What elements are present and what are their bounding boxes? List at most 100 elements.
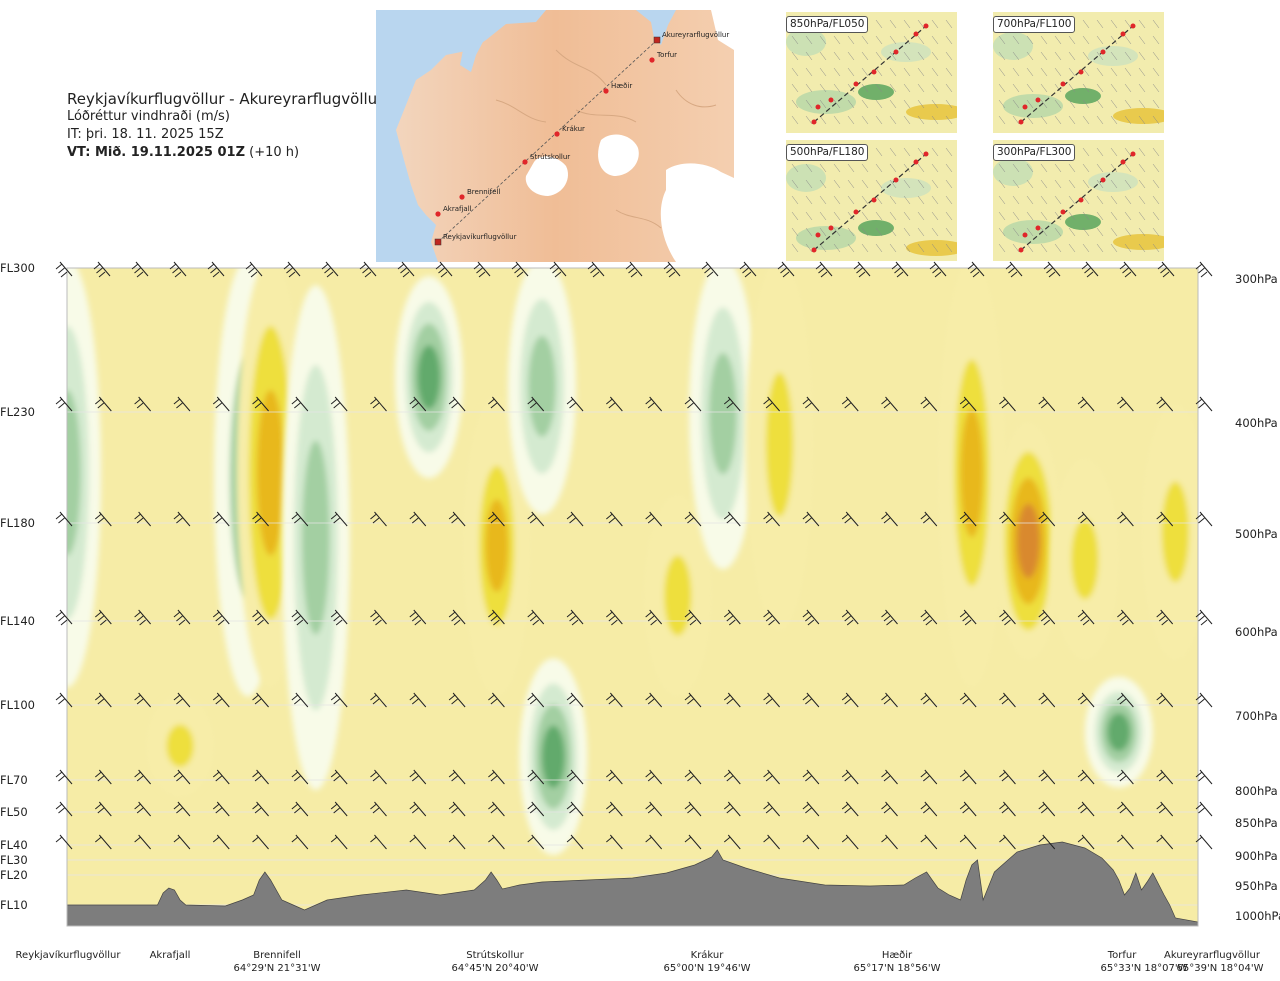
wind-barb — [409, 801, 427, 817]
panel-waypoint — [1120, 31, 1126, 37]
panel-barb — [1152, 243, 1160, 253]
panel-barb — [1138, 227, 1146, 237]
wind-barb — [881, 511, 898, 527]
panel-barb — [1096, 19, 1104, 29]
wind-barb — [802, 769, 820, 785]
panel-barb — [931, 195, 939, 205]
panel-barb — [1152, 195, 1160, 205]
wind-barb — [802, 511, 820, 527]
panel-barb — [917, 163, 925, 173]
wind-barb — [245, 261, 263, 278]
panel-barb — [998, 99, 1006, 109]
panel-barb — [1054, 115, 1062, 125]
panel-barb — [1068, 67, 1076, 77]
wind-barb — [1156, 511, 1174, 527]
wind-barb — [967, 261, 985, 278]
panel-barb — [1110, 19, 1118, 29]
panel-barb — [931, 35, 939, 45]
wind-barb — [920, 511, 938, 527]
hpa-label: 950hPa — [1235, 879, 1278, 893]
panel-barb — [805, 163, 813, 173]
wind-barb — [330, 396, 348, 412]
panel-barb — [1026, 51, 1034, 61]
panel-barb — [1068, 163, 1076, 173]
wind-barb — [606, 801, 623, 817]
wind-barb — [409, 511, 427, 527]
panel-barb — [833, 35, 841, 45]
panel-barb — [833, 211, 841, 221]
map-waypoint-label: Hæðir — [611, 82, 632, 90]
panel-route-line — [813, 25, 927, 123]
panel-barb — [998, 163, 1006, 173]
vv-column — [994, 421, 1063, 661]
terrain-profile — [66, 841, 1199, 927]
panel-barb — [847, 115, 855, 125]
panel-barb — [1054, 211, 1062, 221]
wind-barb — [488, 801, 505, 817]
wind-barb — [841, 801, 859, 817]
panel-waypoint — [1035, 225, 1041, 231]
map-waypoint-marker — [649, 57, 655, 63]
wind-barb — [1081, 261, 1099, 278]
wind-barb — [252, 769, 269, 785]
wind-barb — [891, 261, 909, 278]
panel-waypoint — [893, 49, 899, 55]
wind-barb — [645, 692, 663, 708]
panel-barb — [1068, 195, 1076, 205]
panel-barb — [819, 179, 827, 189]
panel-barb — [819, 35, 827, 45]
wind-barb — [606, 511, 623, 527]
panel-barb — [791, 243, 799, 253]
panel-barb — [1096, 115, 1104, 125]
wind-barb — [527, 511, 545, 527]
panel-barb — [903, 147, 911, 157]
panel-field — [1003, 94, 1063, 118]
wind-barb — [1156, 801, 1174, 817]
wind-barb — [959, 834, 977, 850]
panel-barb — [1152, 67, 1160, 77]
panel-barb — [819, 115, 827, 125]
panel-barb — [945, 211, 953, 221]
panel-barb — [998, 83, 1006, 93]
wind-barb — [881, 609, 898, 626]
panel-barb — [805, 227, 813, 237]
panel-barb — [875, 163, 883, 173]
waypoint-coord: 65°39'N 18°04'W — [1176, 963, 1264, 974]
panel-barb — [847, 51, 855, 61]
wind-barb — [881, 396, 898, 412]
panel-barb — [1026, 179, 1034, 189]
wind-barb — [1195, 834, 1213, 850]
panel-barb — [1068, 35, 1076, 45]
panel-barb — [1110, 227, 1118, 237]
panel-barb — [1110, 51, 1118, 61]
vv-column — [508, 268, 577, 515]
panel-barb — [931, 211, 939, 221]
wind-barb — [134, 801, 152, 817]
panel-barb — [931, 83, 939, 93]
panel-barb — [889, 227, 897, 237]
wind-barb — [1038, 801, 1056, 817]
panel-barb — [875, 67, 883, 77]
wind-barb — [252, 511, 269, 527]
panel-barb — [917, 227, 925, 237]
wind-barb — [527, 801, 545, 817]
panel-field — [1113, 234, 1173, 250]
wind-barb — [370, 801, 387, 817]
panel-barb — [903, 51, 911, 61]
panel-barb — [1096, 211, 1104, 221]
panel-waypoint — [815, 232, 821, 238]
wind-barb — [291, 396, 309, 412]
panel-barb — [1082, 83, 1090, 93]
panel-barb — [1012, 35, 1020, 45]
panel-barb — [1124, 163, 1132, 173]
panel-barb — [998, 211, 1006, 221]
wind-barb — [370, 396, 387, 412]
wind-barb — [920, 834, 938, 850]
panel-barb — [1026, 243, 1034, 253]
wind-barb — [663, 261, 681, 278]
panel-barb — [1054, 51, 1062, 61]
panel-waypoint — [811, 119, 817, 125]
wind-barb — [723, 396, 741, 412]
panel-barb — [1040, 243, 1048, 253]
panel-barb — [805, 211, 813, 221]
